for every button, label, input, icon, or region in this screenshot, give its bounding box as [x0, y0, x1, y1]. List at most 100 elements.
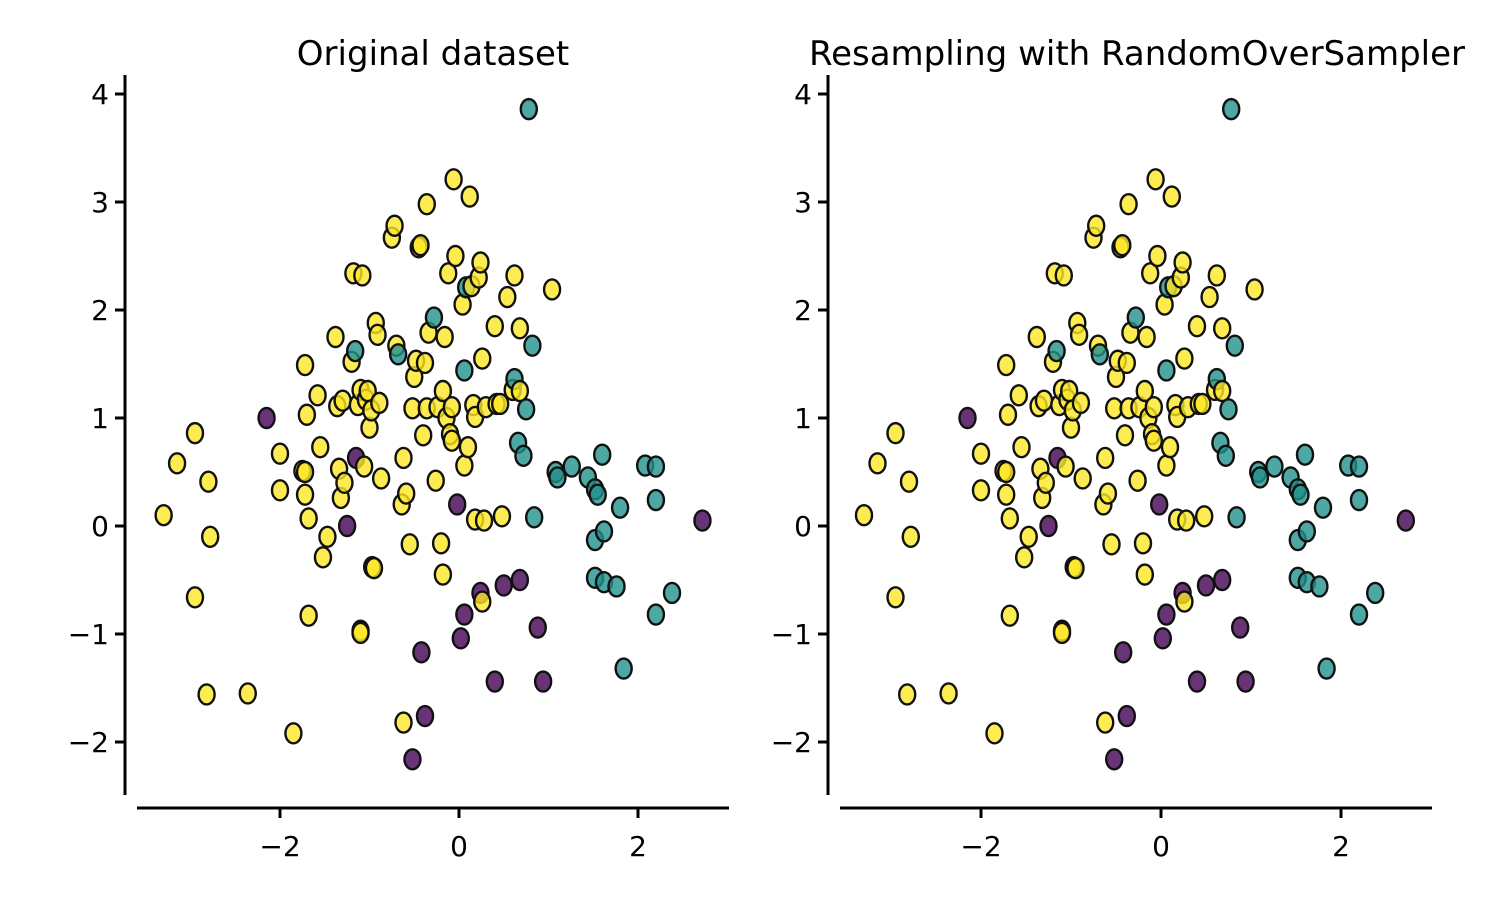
point-class-1	[1221, 97, 1241, 121]
point-class-2	[154, 504, 173, 527]
point-class-2	[473, 347, 492, 370]
point-class-2	[1212, 317, 1232, 340]
point-class-2	[295, 353, 315, 377]
x-tick-label: −2	[960, 830, 1001, 863]
point-class-2	[1146, 168, 1165, 191]
point-class-2	[1113, 233, 1132, 257]
point-class-2	[1175, 590, 1194, 613]
point-class-2	[1095, 446, 1115, 470]
y-tick-label: 0	[794, 510, 812, 543]
point-class-2	[510, 379, 530, 403]
point-class-2	[1144, 396, 1164, 419]
point-class-2	[1000, 604, 1019, 627]
point-class-1	[614, 657, 633, 680]
panel-title: Original dataset	[297, 34, 569, 74]
point-class-0	[455, 603, 474, 626]
point-class-0	[1196, 574, 1216, 597]
point-class-1	[1310, 575, 1329, 598]
point-class-2	[295, 460, 315, 484]
panel-title: Resampling with RandomOverSampler	[809, 34, 1465, 74]
point-class-2	[498, 285, 517, 309]
point-class-2	[1194, 505, 1214, 528]
point-class-2	[439, 262, 458, 285]
point-class-2	[1135, 563, 1155, 586]
point-class-1	[345, 339, 365, 363]
y-tick-label: 2	[91, 294, 109, 327]
point-class-0	[693, 509, 712, 532]
point-class-0	[448, 493, 467, 516]
point-class-2	[868, 452, 887, 475]
point-class-2	[1187, 315, 1207, 338]
point-class-2	[313, 546, 333, 569]
point-class-0	[1104, 748, 1124, 771]
point-class-2	[1086, 214, 1106, 237]
point-class-2	[442, 429, 462, 452]
point-class-2	[1012, 435, 1031, 459]
point-class-2	[1034, 389, 1054, 412]
point-class-2	[433, 379, 453, 403]
point-class-2	[295, 483, 315, 506]
point-class-0	[1212, 568, 1232, 592]
point-class-2	[998, 403, 1018, 426]
point-class-2	[433, 563, 453, 586]
point-class-0	[510, 568, 530, 592]
point-class-0	[1117, 704, 1137, 728]
point-class-2	[971, 442, 991, 465]
y-tick-label: 2	[794, 294, 812, 327]
point-class-2	[435, 325, 454, 349]
point-class-1	[1313, 496, 1333, 519]
point-class-2	[238, 682, 257, 705]
point-class-0	[415, 704, 435, 728]
point-class-1	[594, 520, 614, 543]
point-class-1	[607, 575, 626, 598]
point-class-2	[1117, 351, 1137, 375]
point-class-2	[460, 185, 479, 208]
x-tick-label: 0	[1152, 830, 1170, 863]
point-class-0	[1230, 616, 1250, 639]
point-class-1	[1349, 603, 1369, 626]
point-class-0	[1149, 493, 1169, 516]
point-class-2	[299, 604, 318, 627]
x-tick-label: 0	[450, 830, 468, 863]
point-class-2	[311, 435, 330, 459]
point-class-0	[412, 641, 431, 664]
point-class-2	[326, 325, 345, 349]
point-class-0	[1187, 670, 1207, 693]
point-class-2	[270, 479, 290, 502]
point-class-2	[1137, 325, 1156, 349]
point-class-1	[588, 483, 607, 506]
point-class-2	[492, 505, 512, 528]
point-class-2	[1148, 244, 1167, 268]
point-class-2	[985, 722, 1004, 745]
point-class-2	[185, 586, 205, 609]
scatter-points	[154, 97, 712, 771]
point-class-2	[299, 507, 318, 530]
point-class-0	[533, 670, 553, 693]
point-class-0	[1396, 509, 1416, 532]
y-tick-label: −2	[68, 726, 109, 759]
y-tick-label: 3	[91, 186, 109, 219]
point-class-2	[297, 403, 317, 426]
point-class-2	[505, 264, 524, 287]
y-tick-label: −1	[68, 618, 109, 651]
point-class-2	[1160, 435, 1180, 459]
point-class-2	[1133, 532, 1153, 555]
point-class-2	[444, 168, 463, 191]
point-class-2	[490, 392, 510, 416]
point-class-2	[886, 586, 905, 609]
point-class-0	[958, 406, 977, 430]
point-class-1	[1365, 581, 1385, 605]
scatter-points	[854, 97, 1416, 771]
point-class-0	[1157, 603, 1176, 626]
x-tick-label: −2	[259, 830, 300, 863]
point-class-2	[335, 471, 354, 494]
point-class-1	[519, 97, 539, 121]
point-class-2	[1098, 482, 1118, 505]
point-class-2	[414, 424, 433, 447]
point-class-2	[368, 323, 387, 347]
point-class-2	[997, 460, 1016, 484]
point-class-0	[257, 406, 276, 430]
y-tick-label: 1	[794, 402, 812, 435]
point-class-1	[1297, 520, 1317, 543]
